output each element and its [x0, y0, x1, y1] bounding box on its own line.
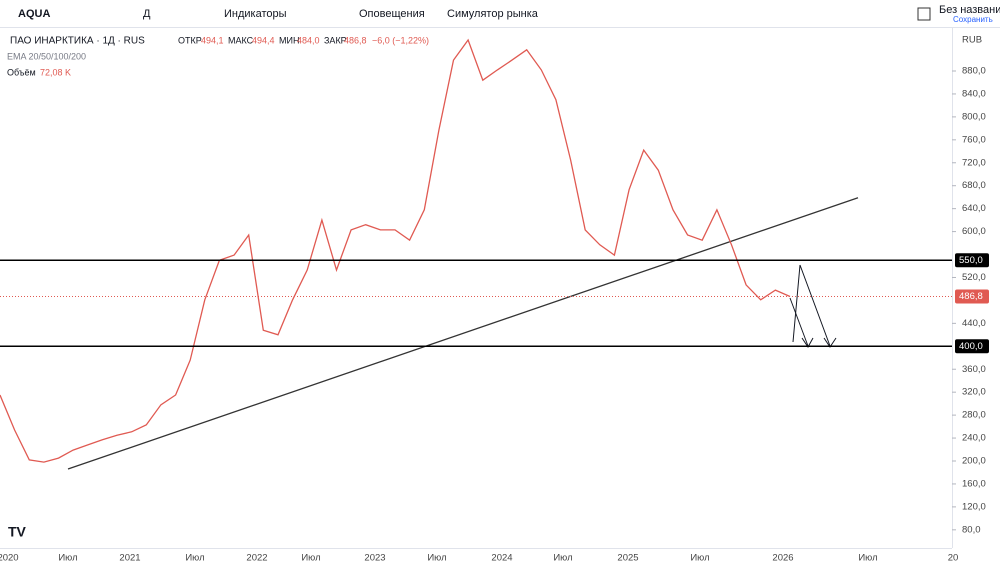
- alerts[interactable]: Оповещения: [359, 8, 425, 20]
- y-tick-label: 600,0: [962, 226, 986, 237]
- y-tick-label: 160,0: [962, 478, 986, 489]
- y-tick-label: 360,0: [962, 364, 986, 375]
- x-tick-label: 2020: [0, 553, 19, 564]
- close: 486,8: [344, 35, 367, 45]
- low: 484,0: [297, 35, 320, 45]
- x-tick-label: 2023: [364, 553, 385, 564]
- volume-label: Объём: [7, 67, 36, 77]
- logo: TV: [8, 524, 27, 540]
- x-tick-label: Июл: [690, 553, 709, 564]
- x-tick-label: Июл: [185, 553, 204, 564]
- x-tick-label: 2026: [772, 553, 793, 564]
- y-tick-label: 520,0: [962, 272, 986, 283]
- x-tick-label: 2024: [491, 553, 512, 564]
- level-label: 400,0: [959, 341, 983, 352]
- low-label: МИН: [279, 35, 299, 45]
- y-tick-label: 880,0: [962, 66, 986, 77]
- open: 494,1: [201, 35, 224, 45]
- arrow: [792, 264, 831, 347]
- level-tag: [955, 253, 989, 268]
- indicators[interactable]: Индикаторы: [224, 8, 287, 20]
- arrow: [789, 297, 809, 347]
- y-tick-label: 800,0: [962, 111, 986, 122]
- replay[interactable]: Симулятор рынка: [447, 8, 539, 20]
- y-tick-label: 760,0: [962, 134, 986, 145]
- y-tick-label: 720,0: [962, 157, 986, 168]
- x-tick-label: 2021: [119, 553, 140, 564]
- close-label: ЗАКР: [324, 35, 347, 45]
- y-tick-label: 280,0: [962, 410, 986, 421]
- layout-name[interactable]: Без названия: [939, 4, 1000, 16]
- x-tick-label: Июл: [58, 553, 77, 564]
- high: 494,4: [252, 35, 275, 45]
- y-tick-label: 120,0: [962, 501, 986, 512]
- y-tick-label: 80,0: [962, 524, 981, 535]
- open-label: ОТКР: [178, 35, 202, 45]
- price-line: [0, 38, 791, 463]
- x-tick-label: Июл: [553, 553, 572, 564]
- save[interactable]: Сохранить: [953, 15, 993, 24]
- change: −6,0 (−1,22%): [372, 35, 429, 45]
- y-tick-label: 240,0: [962, 433, 986, 444]
- volume: 72,08 K: [40, 67, 71, 77]
- x-tick-label: Июл: [301, 553, 320, 564]
- high-label: МАКС: [228, 35, 254, 45]
- x-tick-label: 2022: [246, 553, 267, 564]
- y-tick-label: 440,0: [962, 318, 986, 329]
- ema: EMA 20/50/100/200: [7, 51, 86, 61]
- y-tick-label: 200,0: [962, 456, 986, 467]
- currency[interactable]: RUB: [962, 35, 982, 46]
- layout-icon[interactable]: [917, 7, 931, 21]
- interval[interactable]: Д: [143, 8, 151, 20]
- level-label: 550,0: [959, 255, 983, 266]
- x-tick-label: Июл: [427, 553, 446, 564]
- price-tag: [955, 289, 989, 304]
- y-tick-label: 840,0: [962, 88, 986, 99]
- y-tick-label: 320,0: [962, 387, 986, 398]
- current-price-label: 486,8: [959, 291, 983, 302]
- x-tick-label: 2025: [617, 553, 638, 564]
- symbol[interactable]: AQUA: [18, 8, 50, 20]
- x-tick-label: Июл: [858, 553, 877, 564]
- level-tag: [955, 339, 989, 354]
- y-tick-label: 680,0: [962, 180, 986, 191]
- toolbar: [0, 0, 1000, 27]
- x-tick-label: 20: [948, 553, 959, 564]
- trendline: [67, 197, 859, 470]
- y-tick-label: 640,0: [962, 203, 986, 214]
- instrument: ПАО ИНАРКТИКА · 1Д · RUS: [10, 36, 145, 47]
